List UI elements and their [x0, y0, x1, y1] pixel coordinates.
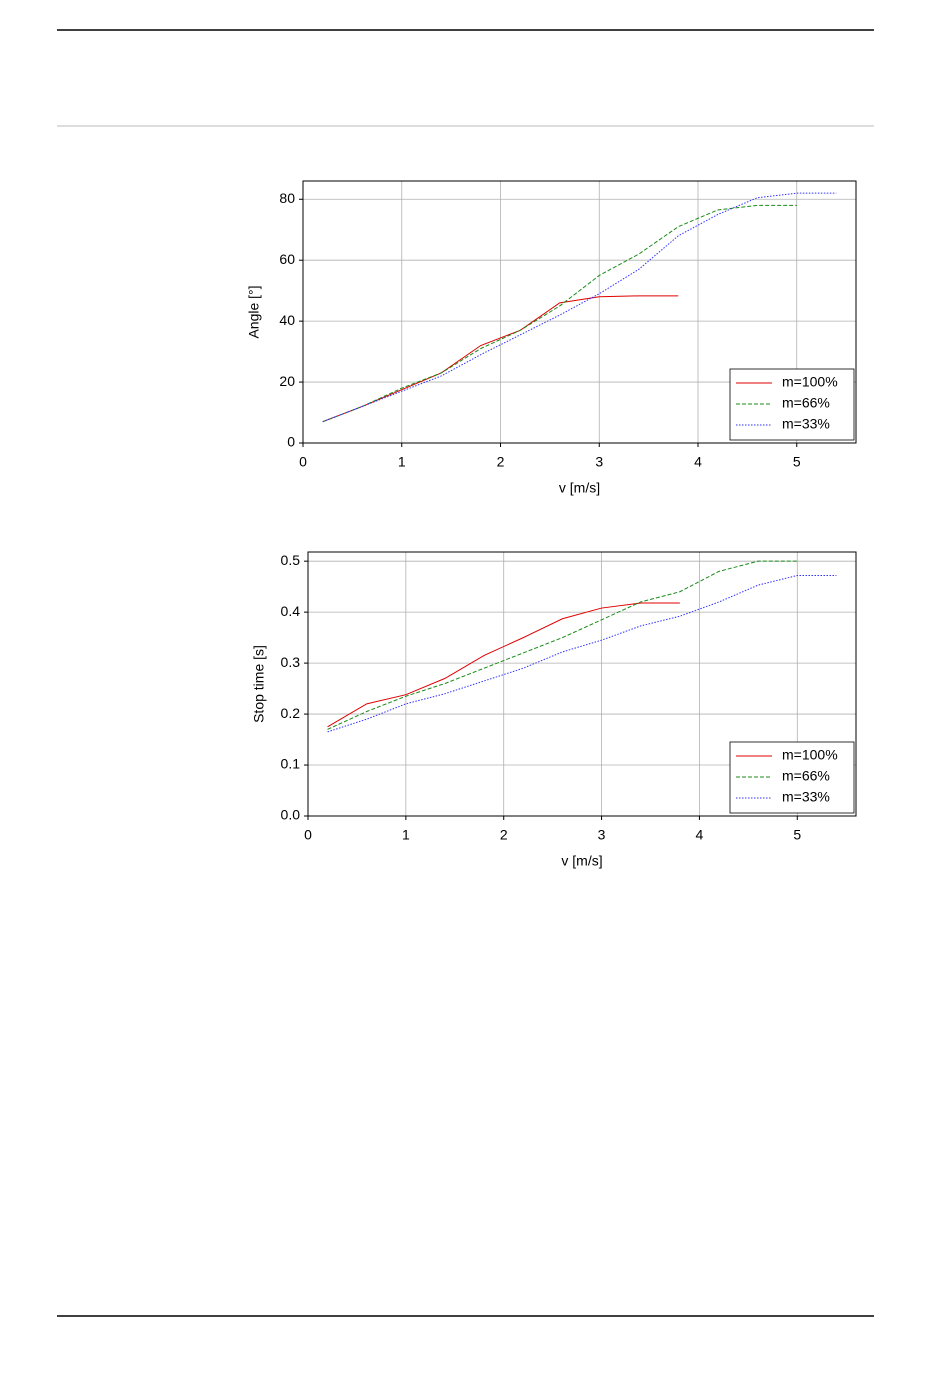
legend-label: m=33% [782, 416, 830, 432]
series-line [327, 574, 837, 733]
y-axis-label: Angle [°] [246, 285, 262, 338]
y-tick-label: 0.3 [281, 654, 301, 670]
y-tick-label: 0.2 [281, 705, 301, 721]
y-tick-label: 20 [279, 373, 295, 389]
y-tick-label: 0 [287, 434, 295, 450]
y-tick-label: 0.1 [281, 756, 301, 772]
legend-label: m=100% [782, 374, 838, 390]
x-tick-label: 0 [304, 827, 312, 843]
x-tick-label: 5 [793, 454, 801, 470]
y-tick-label: 0.5 [281, 552, 301, 568]
x-tick-label: 2 [497, 454, 505, 470]
y-tick-label: 0.0 [281, 807, 301, 823]
y-axis-label: Stop time [s] [251, 645, 267, 723]
series-line [322, 295, 679, 423]
legend-label: m=66% [782, 768, 830, 784]
series-line [327, 602, 680, 728]
legend-label: m=100% [782, 747, 838, 763]
x-tick-label: 3 [595, 454, 603, 470]
plot-frame [302, 180, 857, 444]
x-tick-label: 5 [793, 827, 801, 843]
series-line [322, 192, 837, 423]
x-tick-label: 4 [694, 454, 702, 470]
y-tick-label: 80 [279, 190, 295, 206]
series-line [327, 560, 798, 730]
plot-frame [307, 551, 857, 817]
x-axis-label: v [m/s] [561, 853, 602, 869]
chart: 0.0 0.1 0.2 0.3 0.4 0.5 0 1 2 3 4 5 v [m/s] Stop time… [251, 551, 857, 869]
x-tick-label: 3 [598, 827, 606, 843]
x-tick-label: 4 [696, 827, 704, 843]
y-tick-label: 0.4 [281, 603, 301, 619]
y-tick-label: 60 [279, 251, 295, 267]
x-axis-label: v [m/s] [559, 480, 600, 496]
legend-label: m=33% [782, 789, 830, 805]
x-tick-label: 1 [398, 454, 406, 470]
series-line [322, 204, 797, 423]
x-tick-label: 0 [299, 454, 307, 470]
legend-label: m=66% [782, 395, 830, 411]
y-tick-label: 40 [279, 312, 295, 328]
x-tick-label: 2 [500, 827, 508, 843]
x-tick-label: 1 [402, 827, 410, 843]
chart: 0 20 40 60 80 0 1 2 3 4 5 v [m/s] Angle [°] m=100% m=6… [246, 180, 857, 496]
